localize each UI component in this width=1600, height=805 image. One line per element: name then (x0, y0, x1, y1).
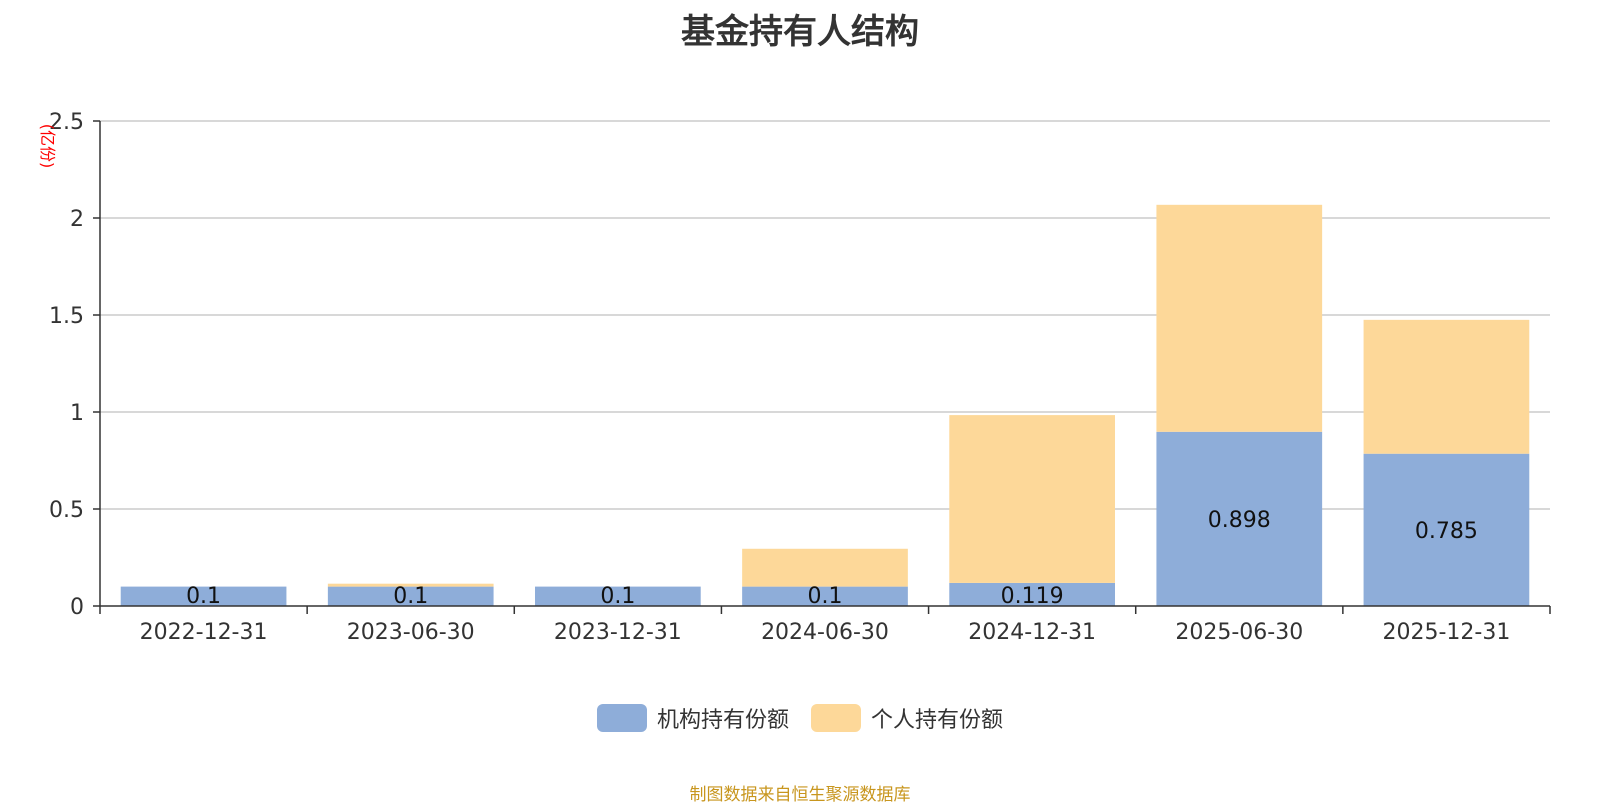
axis-layer: 0 0.5 1 1.5 2 2.5(亿份) 2022-12-31 2023-06-30 2023… (38, 110, 1551, 645)
x-tick-label: 2023-12-31 (554, 620, 682, 645)
x-tick-label: 2025-06-30 (1175, 620, 1303, 645)
bar-institutional (1156, 431, 1323, 606)
y-tick-label: 0.5 (49, 498, 84, 523)
bar-institutional (535, 586, 701, 606)
bar-institutional (1363, 453, 1530, 606)
data-label: 0.1 (808, 584, 843, 609)
bar-institutional (949, 582, 1115, 606)
legend-swatch-individual (811, 704, 861, 732)
y-tick-label: 1.5 (49, 304, 84, 329)
bar-institutional (120, 586, 287, 606)
bar-individual (327, 583, 494, 587)
bar-institutional (742, 586, 908, 606)
legend: 机构持有份额 个人持有份额 (0, 702, 1600, 734)
legend-label-individual: 个人持有份额 (871, 708, 1004, 733)
data-label: 0.1 (393, 584, 428, 609)
grid-layer (100, 120, 1550, 510)
y-tick-label: 1 (70, 401, 84, 426)
legend-item-individual[interactable]: 个人持有份额 (811, 702, 1003, 734)
x-tick-label: 2023-06-30 (347, 620, 475, 645)
chart-title: 基金持有人结构 (681, 12, 919, 52)
y-tick-label: 2 (70, 207, 84, 232)
x-tick-label: 2025-12-31 (1382, 620, 1510, 645)
x-tick-label: 2024-06-30 (761, 620, 889, 645)
legend-label-institutional: 机构持有份额 (656, 708, 789, 733)
source-note: 制图数据来自恒生聚源数据库 (689, 785, 911, 805)
y-axis-label: (亿份) (38, 124, 57, 169)
x-tick-label: 2024-12-31 (968, 620, 1096, 645)
legend-swatch-institutional (596, 704, 647, 732)
data-label: 0.785 (1415, 519, 1478, 544)
legend-item-institutional[interactable]: 机构持有份额 (596, 702, 789, 734)
data-label: 0.1 (186, 584, 221, 609)
y-tick-label: 0 (70, 595, 84, 620)
data-label: 0.1 (600, 584, 635, 609)
label-layer: 0.1 0.1 0.1 0.1 0.119 0.898 0.785 (186, 508, 1478, 609)
bar-individual (949, 415, 1115, 583)
x-tick-label: 2022-12-31 (140, 620, 268, 645)
data-label: 0.898 (1208, 508, 1271, 533)
y-tick-label: 2.5 (49, 110, 84, 135)
bar-institutional (327, 586, 494, 606)
data-label: 0.119 (1001, 584, 1064, 609)
bar-layer (120, 204, 1530, 606)
bar-individual (742, 548, 908, 587)
bar-individual (1156, 204, 1323, 432)
bar-individual (1363, 319, 1530, 454)
